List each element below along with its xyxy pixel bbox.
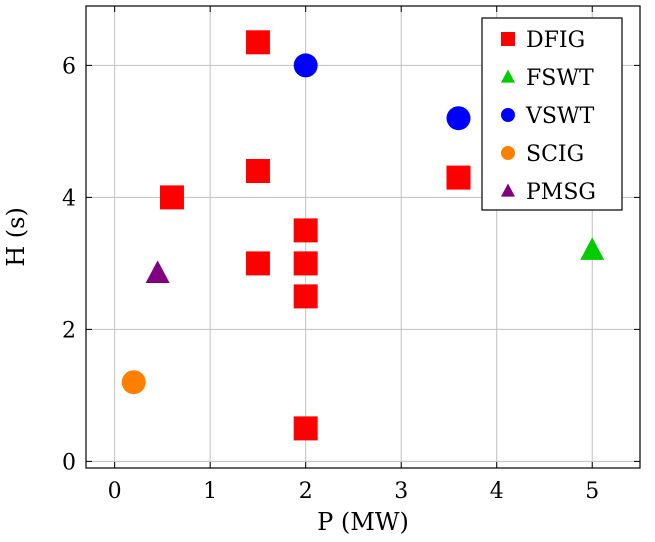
data-points — [121, 30, 605, 441]
legend-label-pmsg: PMSG — [526, 180, 596, 205]
legend-marker-scig — [501, 146, 515, 160]
x-tick-label: 0 — [108, 479, 122, 504]
data-point-dfig — [293, 218, 318, 243]
data-point-dfig — [245, 159, 270, 183]
data-point-dfig — [293, 284, 318, 309]
legend-label-dfig: DFIG — [526, 28, 585, 53]
legend-label-vswt: VSWT — [525, 104, 595, 129]
data-point-dfig — [159, 185, 184, 210]
data-point-dfig — [293, 416, 318, 441]
data-point-pmsg — [145, 260, 170, 284]
x-tick-label: 3 — [394, 479, 408, 504]
y-tick-label: 4 — [62, 186, 76, 211]
data-point-dfig — [446, 165, 471, 190]
axis-ticks: 0 1 2 3 4 5 0 2 4 6 — [62, 6, 640, 504]
data-point-dfig — [293, 251, 318, 276]
y-tick-label: 2 — [62, 318, 76, 343]
legend-label-scig: SCIG — [526, 142, 584, 167]
y-tick-label: 6 — [62, 54, 76, 79]
plot-area-frame — [85, 5, 641, 469]
data-point-dfig — [245, 30, 270, 55]
legend-marker-pmsg — [501, 183, 515, 197]
legend-label-fswt: FSWT — [526, 66, 594, 91]
data-point-scig — [121, 370, 146, 395]
legend-marker-fswt — [501, 69, 515, 83]
x-tick-label: 2 — [299, 479, 313, 504]
x-tick-label: 5 — [585, 479, 599, 504]
legend: DFIG FSWT VSWT SCIG PMSG — [481, 17, 623, 211]
y-tick-label: 0 — [62, 450, 76, 475]
data-point-vswt — [446, 106, 471, 131]
x-tick-label: 1 — [203, 479, 217, 504]
y-axis-label: H (s) — [2, 207, 30, 267]
data-point-dfig — [245, 251, 270, 276]
legend-marker-vswt — [501, 108, 515, 122]
data-point-fswt — [580, 237, 605, 260]
x-axis-label: P (MW) — [317, 508, 409, 536]
data-point-vswt — [293, 53, 318, 78]
legend-marker-dfig — [501, 32, 515, 46]
x-tick-label: 4 — [490, 479, 504, 504]
